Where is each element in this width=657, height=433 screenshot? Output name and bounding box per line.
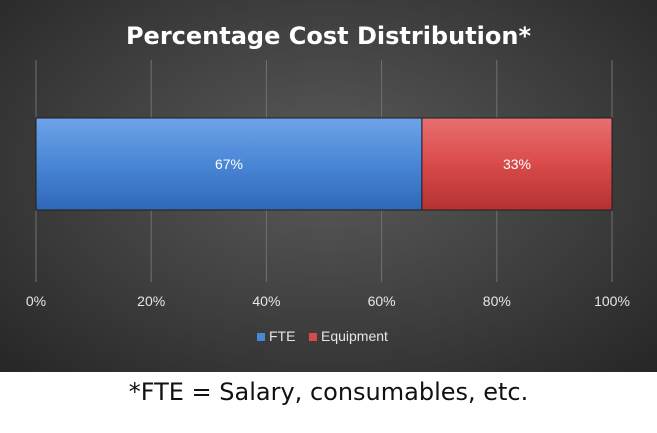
x-tick-label: 0% bbox=[26, 293, 46, 309]
bar-segment-fte bbox=[35, 117, 423, 211]
legend-swatch bbox=[309, 333, 317, 341]
footnote: *FTE = Salary, consumables, etc. bbox=[128, 378, 529, 406]
x-tick-label: 80% bbox=[483, 293, 511, 309]
data-label: 33% bbox=[503, 156, 531, 172]
data-label: 67% bbox=[215, 156, 243, 172]
legend-label: FTE bbox=[269, 328, 295, 344]
chart-title: Percentage Cost Distribution* bbox=[126, 22, 531, 50]
x-tick-label: 40% bbox=[252, 293, 280, 309]
x-tick-label: 100% bbox=[594, 293, 630, 309]
chart-area: Percentage Cost Distribution* 67% 33% 0% 2… bbox=[0, 0, 657, 372]
bar-segment-equipment bbox=[421, 117, 613, 211]
x-tick-label: 20% bbox=[137, 293, 165, 309]
bar-chart: Percentage Cost Distribution* 67% 33% 0% 2… bbox=[25, 22, 630, 344]
legend-label: Equipment bbox=[321, 328, 388, 344]
x-tick-label: 60% bbox=[368, 293, 396, 309]
legend-swatch bbox=[257, 333, 265, 341]
